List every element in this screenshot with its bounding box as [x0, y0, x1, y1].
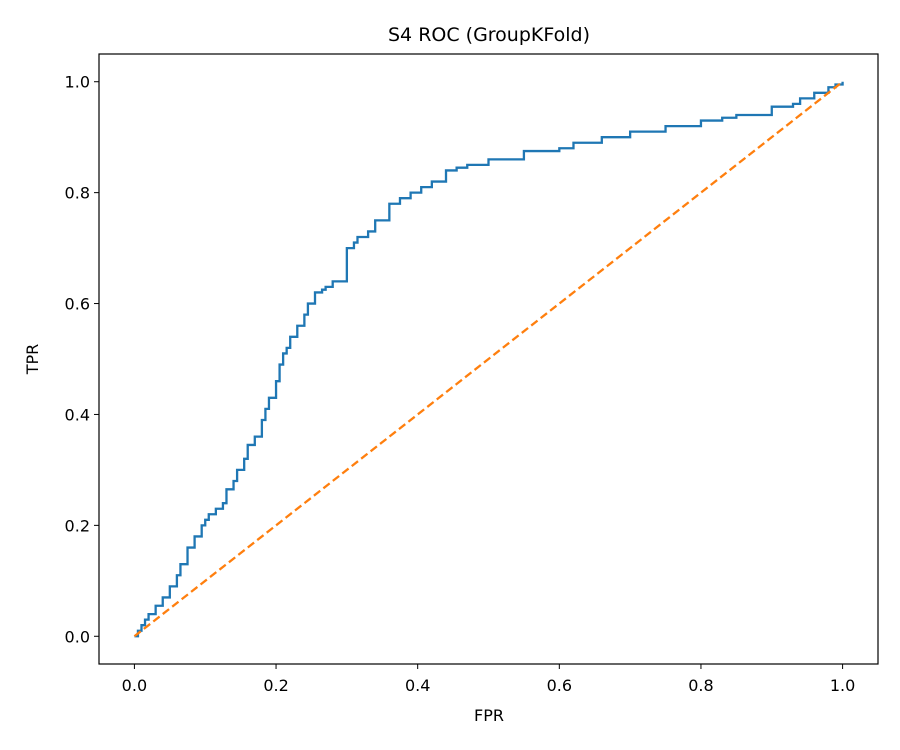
x-tick-label: 0.0 — [122, 676, 147, 695]
x-axis: 0.0 0.2 0.4 0.6 0.8 1.0 — [122, 664, 855, 695]
plot-frame — [98, 53, 879, 665]
y-tick-label: 0.4 — [65, 405, 90, 424]
y-axis: 0.0 0.2 0.4 0.6 0.8 1.0 — [65, 73, 99, 646]
y-axis-label: TPR — [23, 344, 42, 376]
y-tick-label: 0.0 — [65, 627, 90, 646]
roc-curve-line — [134, 81, 844, 638]
x-tick-label: 0.4 — [405, 676, 430, 695]
chance-diagonal-line — [133, 80, 844, 638]
y-tick-label: 0.6 — [65, 295, 90, 314]
x-tick-label: 0.6 — [547, 676, 572, 695]
x-axis-label: FPR — [474, 706, 504, 725]
x-tick-label: 0.8 — [688, 676, 713, 695]
chart-title: S4 ROC (GroupKFold) — [388, 24, 590, 46]
y-tick-label: 0.8 — [65, 184, 90, 203]
x-tick-label: 1.0 — [830, 676, 855, 695]
x-tick-label: 0.2 — [263, 676, 288, 695]
y-tick-label: 1.0 — [65, 73, 90, 92]
y-tick-label: 0.2 — [65, 516, 90, 535]
plot-area — [133, 80, 844, 638]
